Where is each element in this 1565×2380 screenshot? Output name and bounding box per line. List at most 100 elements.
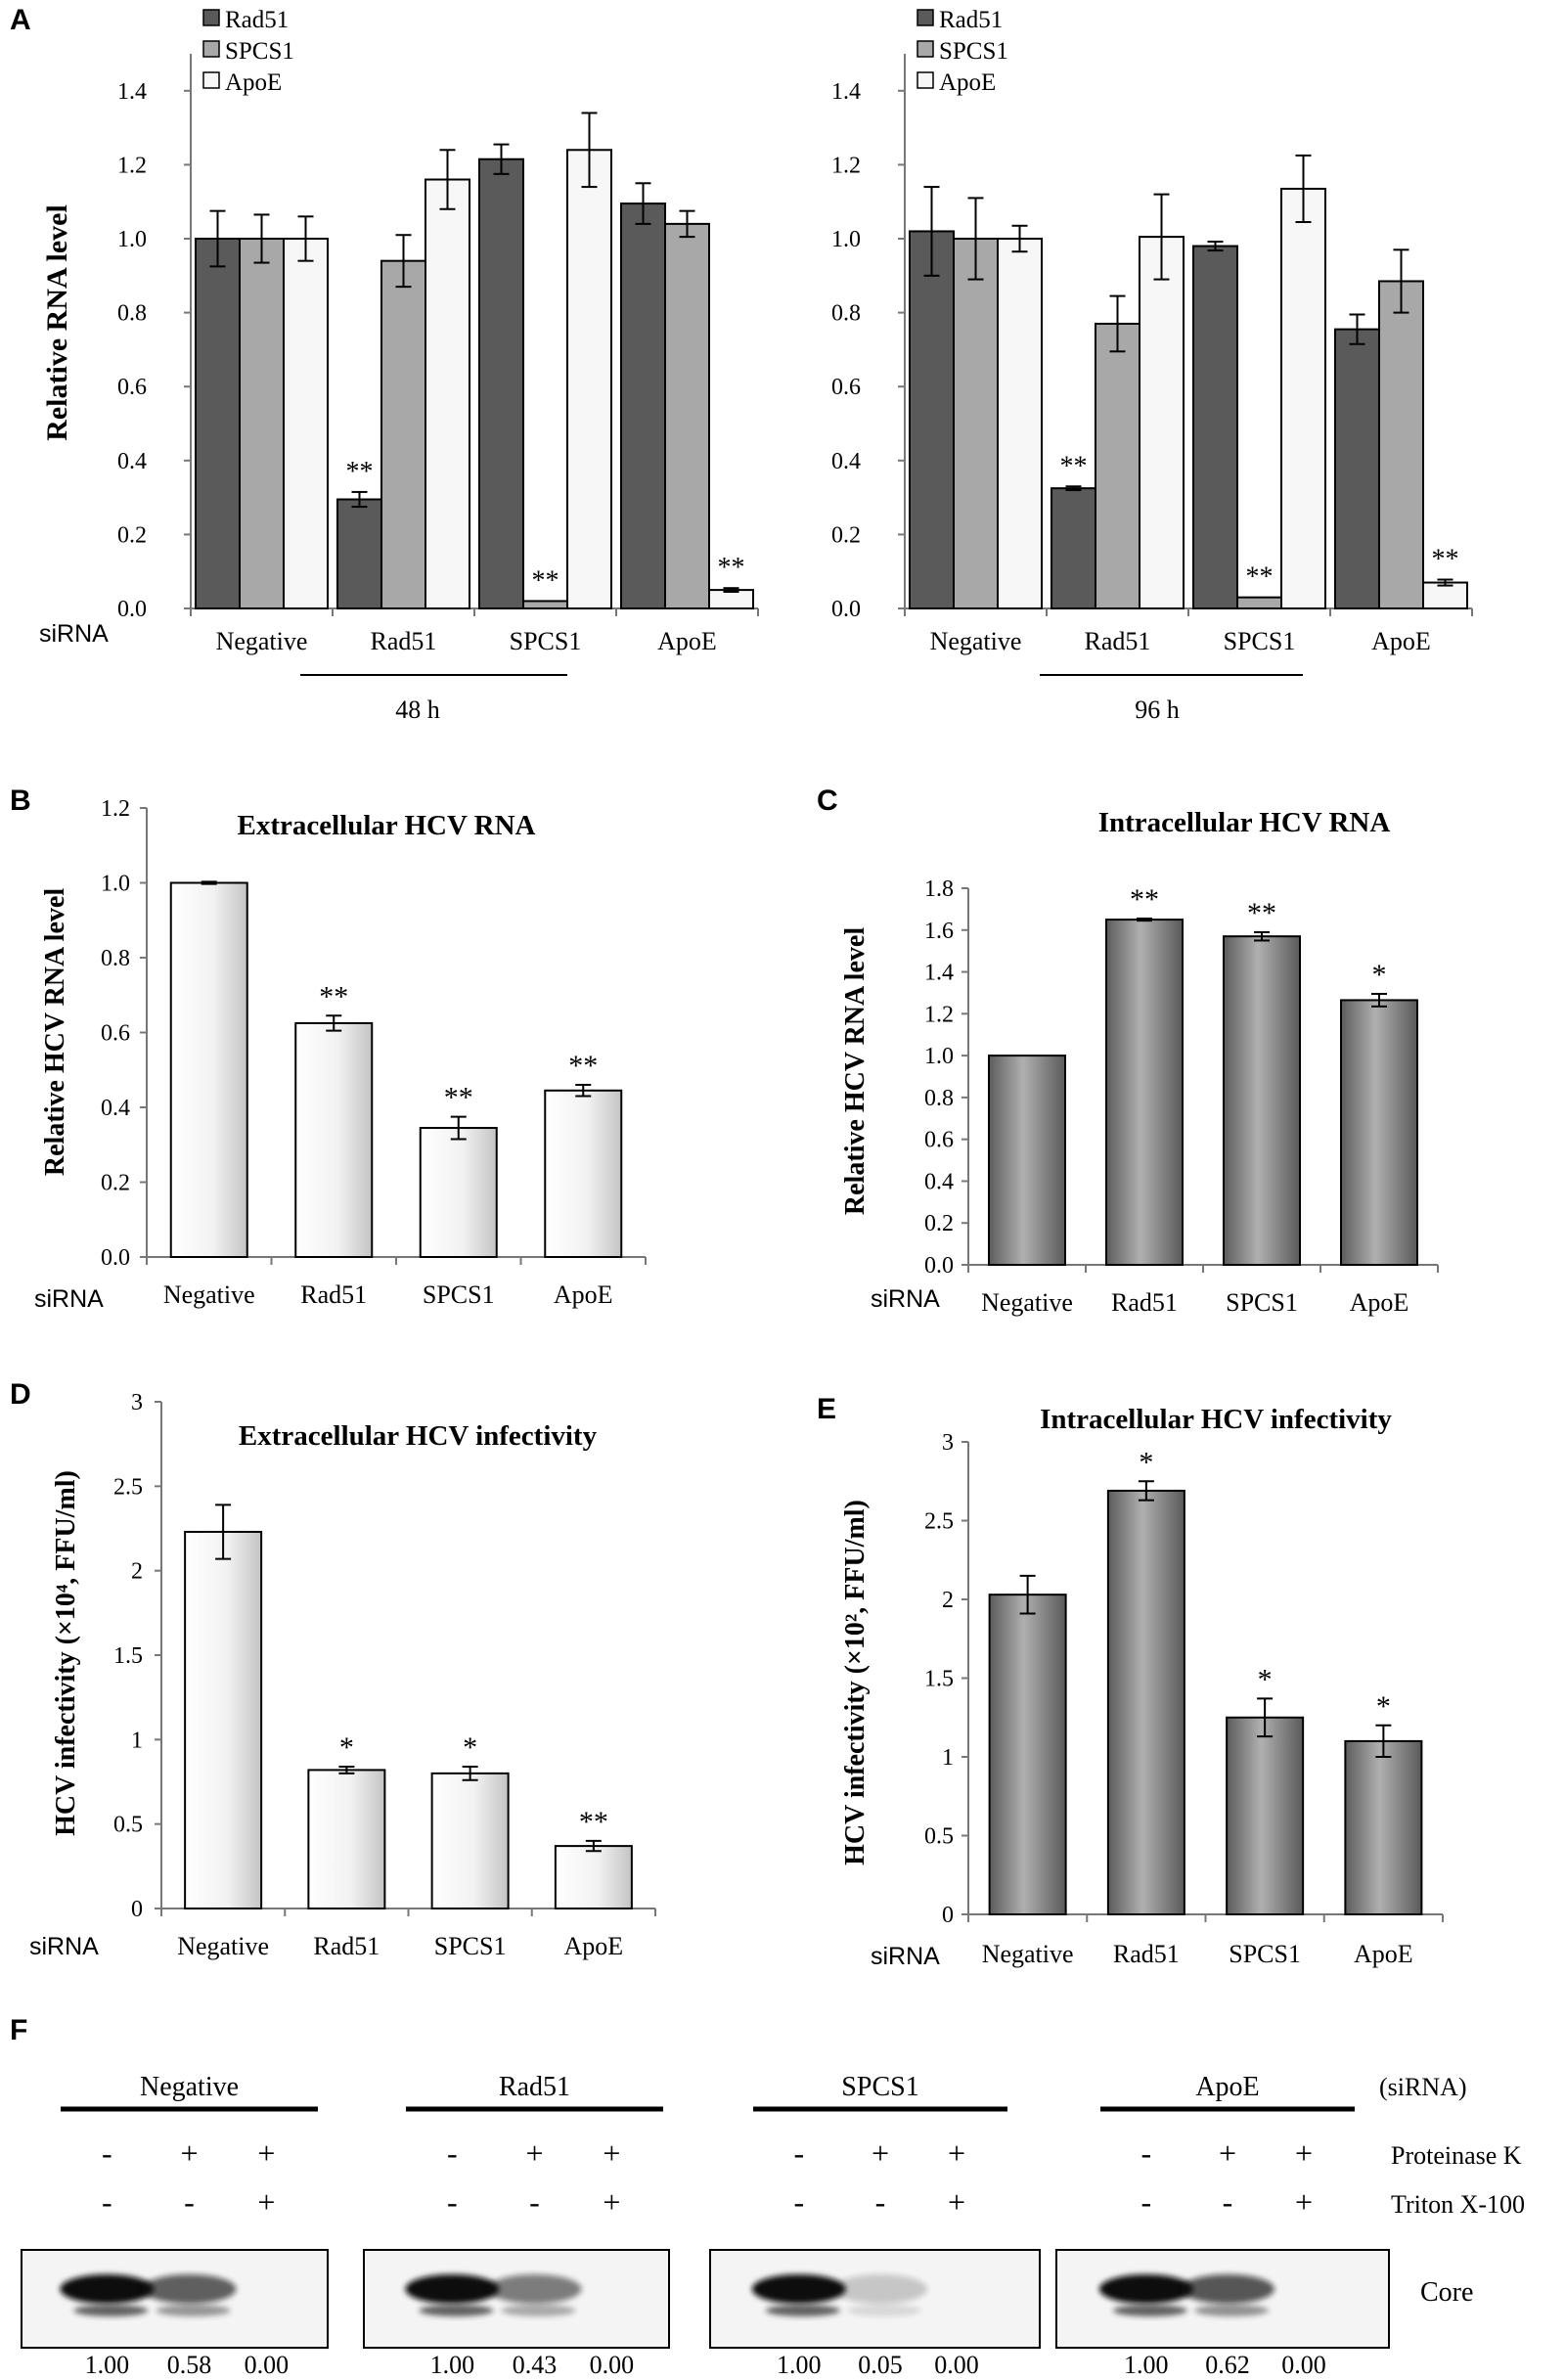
bar-apoe-rad51 (1139, 236, 1185, 610)
band-quantification: 0.62 (1205, 2351, 1250, 2379)
y-tick-label: 2 (131, 1559, 143, 1585)
y-tick-label: 0.2 (117, 522, 147, 548)
triton-sign: + (1295, 2184, 1313, 2220)
band-quantification: 1.00 (430, 2351, 475, 2379)
y-tick-label: 0.0 (831, 597, 861, 622)
triton-sign: - (1140, 2184, 1151, 2220)
significance-marker: * (339, 1731, 354, 1764)
bar-apoe-rad51 (425, 178, 470, 610)
legend-label-apoe: ApoE (225, 69, 282, 96)
legend-label-spcs1: SPCS1 (225, 38, 294, 65)
x-tick-label: SPCS1 (423, 1280, 495, 1309)
panel-d-letter: D (10, 1378, 31, 1411)
chart-title: Extracellular HCV RNA (237, 810, 535, 841)
x-tick-label: Rad51 (1111, 1288, 1178, 1317)
x-tick-label: Rad51 (1085, 627, 1151, 655)
blot-group-label-negative: Negative (140, 2072, 239, 2102)
panel-f: F (siRNA) Proteinase K Triton X-100 Core… (10, 2014, 1525, 2379)
core-band (1098, 2274, 1193, 2304)
x-tick-label: ApoE (1350, 1288, 1409, 1317)
panel-c-letter: C (817, 785, 838, 817)
x-tick-label: Rad51 (300, 1280, 367, 1309)
chart-title: Intracellular HCV RNA (1098, 807, 1391, 838)
y-tick-label: 0.2 (101, 1171, 130, 1196)
triton-sign: + (603, 2184, 620, 2220)
x-tick-label: Negative (981, 1288, 1073, 1317)
core-band-lower (419, 2305, 494, 2316)
proteinase-k-sign: + (872, 2135, 889, 2171)
y-tick-label: 1.5 (113, 1643, 143, 1669)
significance-marker: ** (532, 565, 559, 596)
panel-f-band-label: Core (1420, 2277, 1473, 2308)
band-quantification: 1.00 (85, 2351, 130, 2379)
proteinase-k-sign: + (525, 2135, 543, 2171)
proteinase-k-sign: - (447, 2135, 458, 2171)
bar-rad51-spcs1 (1192, 245, 1238, 609)
core-band (405, 2274, 500, 2304)
blot-group-label-apoe: ApoE (1195, 2072, 1259, 2102)
core-band (1181, 2274, 1274, 2304)
y-tick-label: 0.6 (101, 1021, 130, 1047)
y-axis-label: Relative HCV RNA level (40, 888, 70, 1176)
x-tick-label: Negative (982, 1940, 1074, 1968)
y-tick-label: 1.0 (831, 227, 861, 252)
significance-marker: ** (346, 457, 374, 487)
y-axis-label: HCV infectivity (×10², FFU/ml) (840, 1500, 871, 1865)
panel-a-group-48h: 48 h (395, 696, 440, 724)
bar-spcs1-rad51 (1095, 322, 1140, 609)
core-band-lower (501, 2305, 576, 2316)
bar-spcs1-rad51 (380, 259, 426, 609)
band-quantification: 0.43 (513, 2351, 558, 2379)
proteinase-k-sign: + (257, 2135, 275, 2171)
legend-swatch-spcs1 (202, 40, 220, 58)
panel-b-sirna-label: siRNA (34, 1285, 104, 1313)
proteinase-k-sign: + (180, 2135, 198, 2171)
legend-swatch-rad51 (917, 9, 934, 26)
y-tick-label: 0.4 (101, 1096, 130, 1121)
y-tick-label: 1.0 (117, 227, 147, 252)
chart-E: Intracellular HCV infectivity HCV infecti… (840, 1404, 1444, 1968)
proteinase-k-sign: + (948, 2135, 965, 2171)
y-tick-label: 0.8 (924, 1086, 954, 1111)
triton-sign: - (875, 2184, 886, 2220)
x-tick-label: ApoE (1354, 1940, 1413, 1968)
bar-apoe (1340, 999, 1418, 1266)
y-tick-label: 1.0 (924, 1044, 954, 1069)
band-quantification: 0.05 (858, 2351, 903, 2379)
significance-marker: * (463, 1731, 477, 1764)
bar-apoe (1344, 1739, 1423, 1916)
panel-c-sirna-label: siRNA (871, 1285, 940, 1313)
significance-marker: ** (1130, 883, 1159, 916)
bar-spcs1 (1223, 935, 1301, 1266)
panel-a-letter: A (10, 4, 31, 36)
legend-label-apoe: ApoE (939, 69, 996, 96)
y-tick-label: 0.4 (117, 449, 147, 474)
core-band (833, 2274, 927, 2304)
chart-B: Extracellular HCV RNA Relative HCV RNA le… (40, 796, 647, 1309)
y-tick-label: 1.6 (924, 919, 954, 944)
x-tick-label: Negative (216, 627, 308, 655)
y-tick-label: 0.2 (924, 1211, 954, 1236)
x-tick-label: SPCS1 (1224, 627, 1296, 655)
bar-rad51-negative (909, 230, 955, 609)
x-tick-label: SPCS1 (1226, 1288, 1298, 1317)
x-tick-label: Negative (163, 1280, 255, 1309)
bar-spcs1-apoe (1378, 280, 1424, 609)
triton-sign: + (257, 2184, 275, 2220)
y-tick-label: 1.4 (924, 961, 954, 986)
core-band (751, 2274, 846, 2304)
significance-marker: ** (1432, 545, 1459, 575)
y-tick-label: 1.2 (924, 1002, 954, 1027)
y-tick-label: 0.8 (831, 301, 861, 327)
significance-marker: ** (444, 1082, 473, 1114)
y-tick-label: 0.8 (117, 301, 147, 327)
core-band-lower (847, 2305, 921, 2316)
bar-rad51-rad51 (336, 498, 382, 609)
y-tick-label: 1.4 (831, 79, 861, 105)
bar-rad51 (294, 1021, 374, 1258)
y-tick-label: 3 (131, 1390, 143, 1415)
bar-rad51 (307, 1769, 386, 1909)
bar-rad51-negative (195, 238, 241, 609)
proteinase-k-sign: - (1140, 2135, 1151, 2171)
